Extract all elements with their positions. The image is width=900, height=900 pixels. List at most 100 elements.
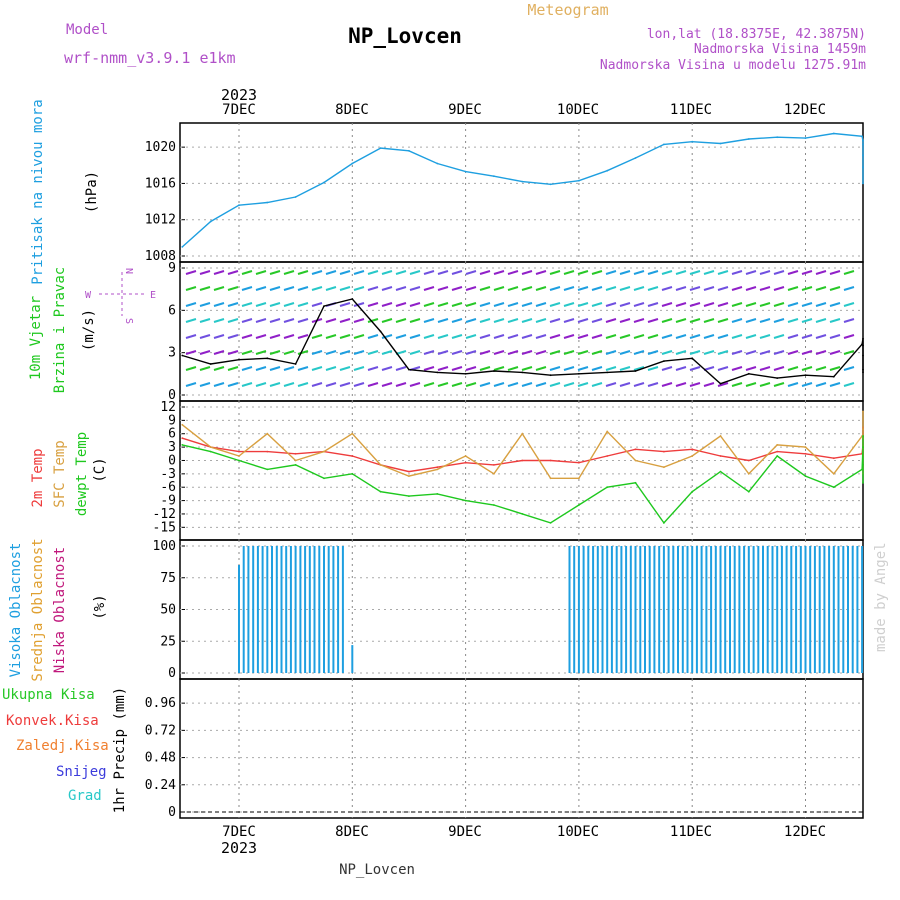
wind-arrow-108 <box>353 302 365 307</box>
wind-arrow-45 <box>815 270 827 275</box>
cloud-high-bar-84 <box>851 546 854 673</box>
wind-arrow-142 <box>829 302 841 307</box>
temp-2m-line-pt-14 <box>578 461 580 464</box>
wind-arrow-22 <box>493 270 505 275</box>
temp-sfc-line-pt-13 <box>549 477 552 480</box>
pressure-line-pt-2 <box>238 204 240 207</box>
dewpt-line-pt-4 <box>294 464 297 466</box>
model-label: Model <box>66 22 108 38</box>
cloud-high-bar-54 <box>710 546 713 673</box>
wind-arrow-105 <box>311 302 323 307</box>
wind-arrow-70 <box>493 286 505 291</box>
wind-arrow-33 <box>647 270 659 275</box>
wind-speed-line-pt-16 <box>634 370 637 372</box>
wind-arrow-318 <box>605 366 617 371</box>
wind-arrow-253 <box>367 350 379 355</box>
wind-arrow-28 <box>577 270 589 275</box>
wind-arrow-68 <box>465 286 477 291</box>
wind-arrow-96 <box>185 302 197 307</box>
wind-arrow-333 <box>815 366 827 371</box>
temp-2m-line-pt-15 <box>606 455 609 457</box>
ytick-temperature-5: 0 <box>168 453 176 468</box>
wind-arrow-257 <box>423 350 435 355</box>
cloud-high-bar-18 <box>323 546 325 673</box>
cloud-high-bar-63 <box>752 546 755 673</box>
cloud-high-bar-30 <box>596 546 599 673</box>
wind-arrow-368 <box>633 382 645 387</box>
wind-arrow-308 <box>465 366 477 371</box>
wind-arrow-205 <box>367 334 379 339</box>
model-elevation: Nadmorska Visina u modelu 1275.91m <box>600 58 866 73</box>
cloud-high-bar-69 <box>780 546 783 673</box>
wind-arrow-194 <box>213 334 225 339</box>
precip-legend-snow: Snijeg <box>56 764 107 780</box>
wind-arrow-101 <box>255 302 267 307</box>
wind-arrow-50 <box>213 286 225 291</box>
pressure-line-pt-23 <box>832 132 835 135</box>
cloud-high-bar-31 <box>601 546 604 673</box>
wind-arrow-241 <box>199 350 211 355</box>
wind-arrow-280 <box>745 350 757 355</box>
wind-arrow-216 <box>521 334 533 339</box>
wind-arrow-288 <box>185 366 197 371</box>
ytick-pressure-2: 1016 <box>145 176 176 191</box>
wind-arrow-17 <box>423 270 435 275</box>
temp-sfc-line-pt-9 <box>436 468 439 471</box>
cloud-high-bar-7 <box>271 546 273 673</box>
wind-arrow-163 <box>451 318 463 323</box>
compass-w: W <box>85 290 92 301</box>
wind-arrow-208 <box>409 334 421 339</box>
wind-arrow-161 <box>423 318 435 323</box>
wind-arrow-147 <box>227 318 239 323</box>
wind-speed-line-pt-11 <box>493 370 495 372</box>
wind-arrow-62 <box>381 286 393 291</box>
wind-arrow-295 <box>283 366 295 371</box>
wind-arrow-27 <box>563 270 575 275</box>
temp-sfc-line-pt-17 <box>663 466 665 469</box>
pressure-line-pt-22 <box>804 137 807 140</box>
wind-arrow-192 <box>185 334 197 339</box>
cloud-high-bar-15 <box>308 546 311 673</box>
temp-sfc-line-pt-10 <box>464 455 467 457</box>
day-top-3: 10DEC <box>557 102 599 118</box>
wind-arrow-258 <box>437 350 449 355</box>
wind-arrow-12 <box>353 270 365 275</box>
cloud-high-bar-49 <box>686 546 689 673</box>
wind-arrow-134 <box>717 302 729 307</box>
wind-arrow-155 <box>339 318 351 323</box>
wind-arrow-260 <box>465 350 477 355</box>
wind-speed-line-pt-17 <box>663 360 665 362</box>
wind-arrow-229 <box>703 334 715 339</box>
temp-ylabel-title: 2m Temp <box>30 448 46 507</box>
temp-2m-line-pt-2 <box>238 450 240 453</box>
wind-arrow-276 <box>689 350 701 355</box>
cloud-high-bar-35 <box>620 546 623 673</box>
cloud-high-bar-55 <box>714 546 717 673</box>
wind-arrow-234 <box>773 334 785 339</box>
wind-arrow-303 <box>395 366 407 371</box>
cloud-high-bar-57 <box>724 546 727 673</box>
compass-n: N <box>123 268 134 274</box>
wind-arrow-351 <box>395 382 407 387</box>
wind-arrow-32 <box>633 270 645 275</box>
wind-arrow-162 <box>437 318 449 323</box>
wind-arrow-98 <box>213 302 225 307</box>
wind-arrow-85 <box>703 286 715 291</box>
wind-arrow-321 <box>647 366 659 371</box>
wind-arrow-157 <box>367 318 379 323</box>
temp-ylabel-title2: SFC Temp <box>52 440 68 507</box>
temp-2m-line-pt-6 <box>351 455 354 457</box>
cloud-high-bar-71 <box>790 546 793 673</box>
temp-2m-line-pt-23 <box>832 457 835 460</box>
cloud-ylabel-unit: (%) <box>92 594 108 619</box>
wind-arrow-324 <box>689 366 701 371</box>
wind-arrow-116 <box>465 302 477 307</box>
dewpt-line-pt-19 <box>719 470 722 473</box>
cloud-high-bar-29 <box>592 546 595 673</box>
wind-arrow-87 <box>731 286 743 291</box>
cloud-high-bar-39 <box>639 546 642 673</box>
wind-arrow-377 <box>759 382 771 387</box>
pressure-line-pt-9 <box>436 162 439 165</box>
wind-arrow-145 <box>199 318 211 323</box>
